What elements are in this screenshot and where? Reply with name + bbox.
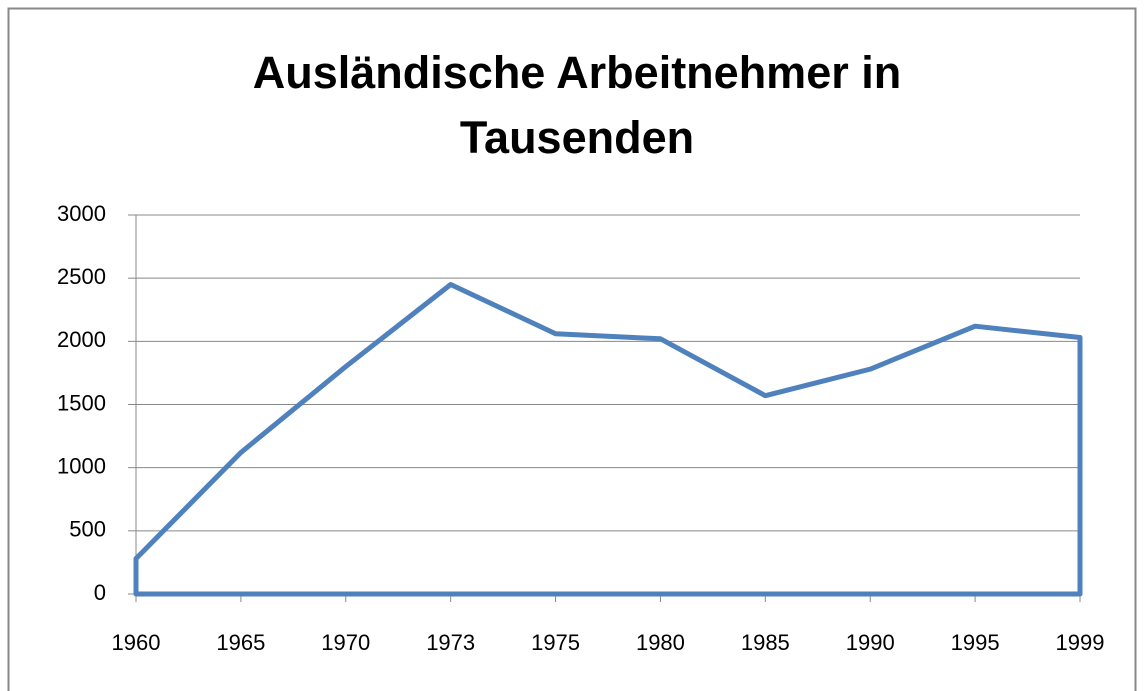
y-tick-label: 1000 [57,453,106,478]
x-tick-label: 1965 [216,630,265,655]
x-tick-label: 1995 [951,630,1000,655]
x-tick-label: 1975 [531,630,580,655]
y-tick-label: 500 [69,517,106,542]
chart-border [7,7,1137,691]
y-tick-label: 2500 [57,264,106,289]
y-tick-label: 0 [94,580,106,605]
y-tick-label: 1500 [57,390,106,415]
y-tick-label: 3000 [57,201,106,226]
area-outline [133,281,1083,597]
y-tick-label: 2000 [57,327,106,352]
x-tick-label: 1973 [426,630,475,655]
x-tick-label: 1960 [112,630,161,655]
x-tick-label: 1980 [636,630,685,655]
x-tick-label: 1999 [1056,630,1105,655]
x-tick-label: 1985 [741,630,790,655]
x-tick-label: 1970 [321,630,370,655]
chart-title: Ausländische Arbeitnehmer in Tausenden [252,47,902,163]
x-tick-label: 1990 [846,630,895,655]
